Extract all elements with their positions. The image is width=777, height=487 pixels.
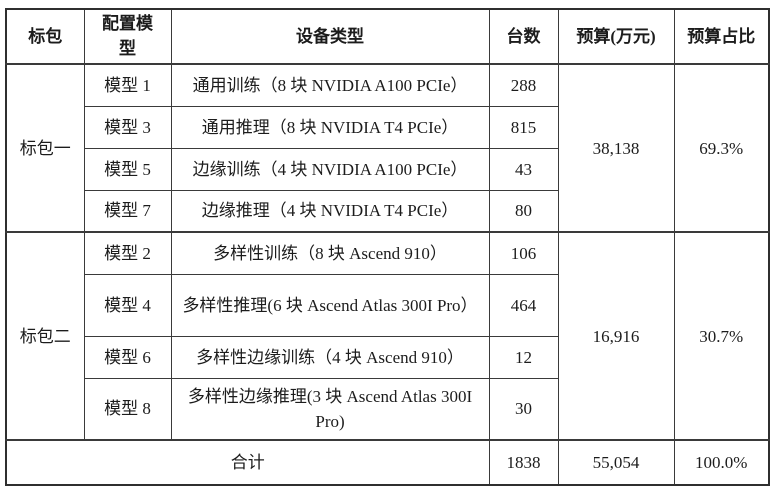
device-cell: 通用训练（8 块 NVIDIA A100 PCIe）	[170, 63, 490, 107]
units-cell: 12	[488, 335, 559, 379]
header-share: 预算占比	[673, 8, 770, 66]
table-row: 标包二 模型 2 多样性训练（8 块 Ascend 910） 106 16,91…	[5, 231, 770, 441]
package-cell: 标包一	[5, 63, 85, 233]
header-package: 标包	[5, 8, 85, 66]
total-budget-cell: 55,054	[557, 439, 675, 486]
budget-cell: 38,138	[557, 63, 675, 233]
model-cell: 模型 7	[83, 189, 172, 233]
header-budget: 预算(万元)	[557, 8, 675, 66]
table-row: 模型 8 多样性边缘推理(3 块 Ascend Atlas 300I Pro) …	[6, 377, 769, 441]
budget-cell: 16,916	[557, 231, 675, 441]
table-row: 标包一 模型 1 通用训练（8 块 NVIDIA A100 PCIe） 288 …	[5, 63, 770, 233]
header-model: 配置模型	[83, 8, 172, 66]
table-row: 模型 3 通用推理（8 块 NVIDIA T4 PCIe） 815	[6, 105, 769, 149]
model-cell: 模型 1	[83, 63, 172, 107]
device-cell: 边缘训练（4 块 NVIDIA A100 PCIe）	[170, 147, 490, 191]
model-cell: 模型 4	[83, 273, 172, 337]
device-cell: 多样性训练（8 块 Ascend 910）	[170, 231, 490, 275]
total-units-cell: 1838	[488, 439, 559, 486]
package-cell: 标包二	[5, 231, 85, 441]
units-cell: 815	[488, 105, 559, 149]
table-row: 模型 7 边缘推理（4 块 NVIDIA T4 PCIe） 80	[6, 189, 769, 233]
model-cell: 模型 6	[83, 335, 172, 379]
units-cell: 106	[488, 231, 559, 275]
device-cell: 通用推理（8 块 NVIDIA T4 PCIe）	[170, 105, 490, 149]
table-row: 模型 6 多样性边缘训练（4 块 Ascend 910） 12	[6, 335, 769, 379]
table-header-row: 标包 配置模型 设备类型 台数 预算(万元) 预算占比	[5, 8, 770, 66]
total-row: 合计 1838 55,054 100.0%	[5, 439, 770, 486]
budget-table: 标包 配置模型 设备类型 台数 预算(万元) 预算占比 标包一 模型 1 通用训…	[5, 8, 770, 487]
table-row: 模型 5 边缘训练（4 块 NVIDIA A100 PCIe） 43	[6, 147, 769, 191]
units-cell: 288	[488, 63, 559, 107]
units-cell: 464	[488, 273, 559, 337]
model-cell: 模型 3	[83, 105, 172, 149]
device-cell: 边缘推理（4 块 NVIDIA T4 PCIe）	[170, 189, 490, 233]
device-cell: 多样性边缘推理(3 块 Ascend Atlas 300I Pro)	[170, 377, 490, 441]
header-device: 设备类型	[170, 8, 490, 66]
model-cell: 模型 2	[83, 231, 172, 275]
model-cell: 模型 8	[83, 377, 172, 441]
model-cell: 模型 5	[83, 147, 172, 191]
units-cell: 80	[488, 189, 559, 233]
header-model-label: 配置模型	[101, 14, 153, 58]
total-share-cell: 100.0%	[673, 439, 770, 486]
device-cell: 多样性边缘训练（4 块 Ascend 910）	[170, 335, 490, 379]
header-units: 台数	[488, 8, 559, 66]
table-row: 模型 4 多样性推理(6 块 Ascend Atlas 300I Pro） 46…	[6, 273, 769, 337]
share-cell: 30.7%	[673, 231, 770, 441]
device-cell: 多样性推理(6 块 Ascend Atlas 300I Pro）	[170, 273, 490, 337]
share-cell: 69.3%	[673, 63, 770, 233]
units-cell: 30	[488, 377, 559, 441]
units-cell: 43	[488, 147, 559, 191]
total-label-cell: 合计	[5, 439, 490, 486]
